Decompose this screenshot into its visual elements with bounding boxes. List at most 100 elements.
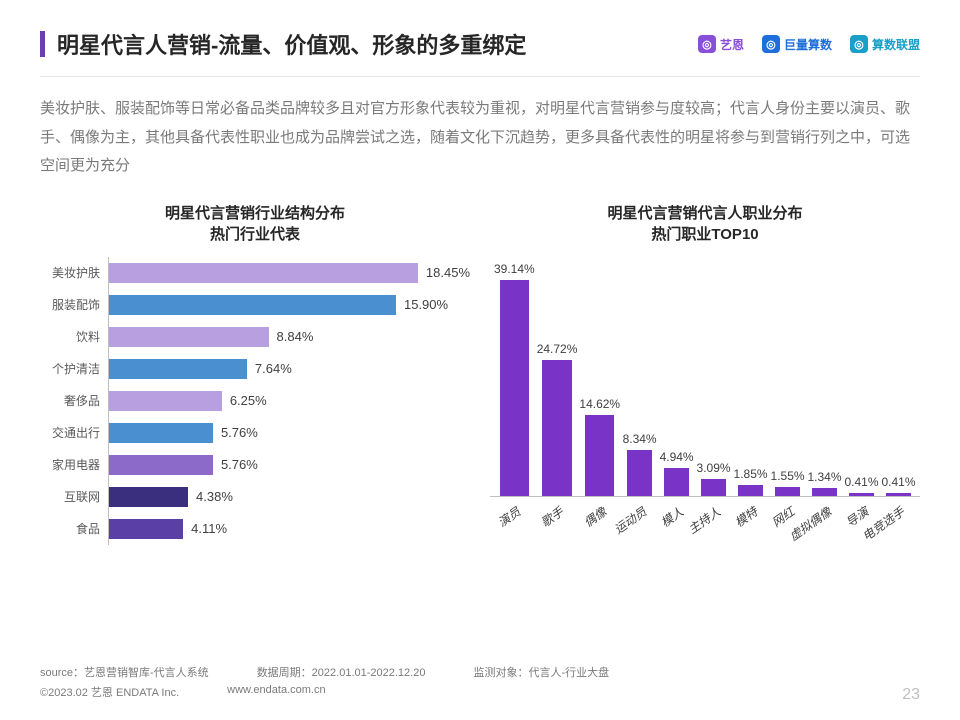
vbar-label: 模人 (657, 503, 686, 531)
hbar-row: 互联网4.38% (40, 481, 470, 513)
vbar-fill (849, 493, 874, 495)
hbar-fill (109, 487, 188, 507)
vbar-label: 主持人 (684, 503, 723, 538)
vbar-value: 1.55% (771, 469, 805, 483)
vbar-value: 3.09% (697, 461, 731, 475)
industry-chart: 明星代言营销行业结构分布 热门行业代表 美妆护肤 18.45% 服装配饰 15.90%… (40, 203, 470, 552)
footer-source: source：艺恩营销智库-代言人系统 (40, 664, 209, 680)
hbar-fill (109, 327, 269, 347)
hbar-row: 食品4.11% (40, 513, 470, 545)
chart-title-line1: 明星代言营销行业结构分布 (40, 203, 470, 224)
chart-title-line2: 热门职业TOP10 (490, 224, 920, 245)
vbar-value: 1.34% (808, 470, 842, 484)
hbar-track: 5.76% (108, 417, 470, 449)
brand-logo: ◎巨量算数 (762, 35, 832, 53)
hbar-fill (109, 295, 396, 315)
footer: source：艺恩营销智库-代言人系统 数据周期：2022.01.01-2022… (40, 664, 920, 704)
hbar-value: 8.84% (277, 329, 314, 344)
vbar-fill (738, 485, 763, 495)
vbar-value: 8.34% (623, 432, 657, 446)
hbar-label: 饮料 (40, 328, 108, 345)
vbar-label: 运动员 (610, 503, 649, 538)
hbar-row: 奢侈品 6.25% (40, 385, 470, 417)
hbar-label: 家用电器 (40, 456, 108, 473)
vbar-col: 1.34%虚拟偶像 (807, 257, 842, 496)
industry-chart-title: 明星代言营销行业结构分布 热门行业代表 (40, 203, 470, 245)
vbar-fill (627, 450, 652, 496)
vbar-col: 8.34%运动员 (622, 257, 657, 496)
logo-icon: ◎ (850, 35, 868, 53)
footer-copyright: ©2023.02 艺恩 ENDATA Inc. (40, 684, 179, 700)
hbar-track: 7.64% (108, 353, 470, 385)
hbar-label: 服装配饰 (40, 296, 108, 313)
vbar-col: 39.14%演员 (494, 257, 535, 496)
vbar-value: 39.14% (494, 262, 535, 276)
footer-period: 数据周期：2022.01.01-2022.12.20 (257, 664, 426, 680)
vbar-value: 24.72% (537, 342, 578, 356)
hbar-fill (109, 263, 418, 283)
hbar-fill (109, 455, 213, 475)
hbar-track: 18.45% (108, 257, 470, 289)
hbar-row: 美妆护肤 18.45% (40, 257, 470, 289)
hbar-value: 5.76% (221, 457, 258, 472)
horizontal-bar-chart: 美妆护肤 18.45% 服装配饰 15.90% 饮料 8.84% 个护清洁 7.64% 奢侈品 6… (40, 257, 470, 545)
hbar-value: 7.64% (255, 361, 292, 376)
hbar-row: 服装配饰 15.90% (40, 289, 470, 321)
page-title: 明星代言人营销-流量、价值观、形象的多重绑定 (57, 28, 526, 60)
vbar-fill (500, 280, 529, 495)
hbar-value: 6.25% (230, 393, 267, 408)
hbar-label: 交通出行 (40, 424, 108, 441)
logo-text: 算数联盟 (872, 36, 920, 53)
hbar-fill (109, 391, 222, 411)
occupation-chart: 明星代言营销代言人职业分布 热门职业TOP10 39.14%演员24.72%歌手… (490, 203, 920, 552)
occupation-chart-title: 明星代言营销代言人职业分布 热门职业TOP10 (490, 203, 920, 245)
chart-title-line2: 热门行业代表 (40, 224, 470, 245)
hbar-track: 6.25% (108, 385, 470, 417)
hbar-label: 互联网 (40, 488, 108, 505)
title-row: 明星代言人营销-流量、价值观、形象的多重绑定 ◎艺恩◎巨量算数◎算数联盟 (40, 28, 920, 60)
hbar-label: 食品 (40, 520, 108, 537)
logo-row: ◎艺恩◎巨量算数◎算数联盟 (698, 35, 920, 53)
divider (40, 76, 920, 77)
vbar-col: 4.94%模人 (659, 257, 694, 496)
description-text: 美妆护肤、服装配饰等日常必备品类品牌较多且对官方形象代表较为重视，对明星代言营销… (40, 95, 920, 181)
vbar-fill (886, 493, 911, 495)
hbar-fill (109, 359, 247, 379)
hbar-label: 奢侈品 (40, 392, 108, 409)
hbar-value: 18.45% (426, 265, 470, 280)
charts-container: 明星代言营销行业结构分布 热门行业代表 美妆护肤 18.45% 服装配饰 15.90%… (40, 203, 920, 552)
logo-text: 巨量算数 (784, 36, 832, 53)
hbar-row: 家用电器 5.76% (40, 449, 470, 481)
vbar-label: 偶像 (580, 503, 609, 531)
slide-container: 明星代言人营销-流量、价值观、形象的多重绑定 ◎艺恩◎巨量算数◎算数联盟 美妆护… (0, 0, 960, 552)
vbar-fill (812, 488, 837, 495)
vbar-value: 0.41% (881, 475, 915, 489)
vbar-label: 模特 (731, 503, 760, 531)
hbar-track: 4.38% (108, 481, 470, 513)
footer-target: 监测对象：代言人-行业大盘 (473, 664, 609, 680)
page-number: 23 (902, 686, 920, 704)
vbar-col: 14.62%偶像 (579, 257, 620, 496)
title-left: 明星代言人营销-流量、价值观、形象的多重绑定 (40, 28, 526, 60)
vbar-label: 歌手 (537, 503, 566, 531)
hbar-value: 15.90% (404, 297, 448, 312)
hbar-row: 交通出行5.76% (40, 417, 470, 449)
brand-logo: ◎算数联盟 (850, 35, 920, 53)
vbar-col: 3.09%主持人 (696, 257, 731, 496)
logo-icon: ◎ (698, 35, 716, 53)
hbar-label: 美妆护肤 (40, 264, 108, 281)
vbar-value: 14.62% (579, 397, 620, 411)
hbar-row: 个护清洁 7.64% (40, 353, 470, 385)
vbar-col: 1.55%网红 (770, 257, 805, 496)
hbar-track: 15.90% (108, 289, 470, 321)
hbar-fill (109, 423, 213, 443)
hbar-track: 5.76% (108, 449, 470, 481)
vbar-col: 1.85%模特 (733, 257, 768, 496)
hbar-fill (109, 519, 183, 539)
vbar-fill (664, 468, 689, 495)
vertical-bar-chart: 39.14%演员24.72%歌手14.62%偶像8.34%运动员4.94%模人3… (490, 257, 920, 552)
hbar-label: 个护清洁 (40, 360, 108, 377)
vbar-label: 演员 (495, 503, 524, 531)
vbar-value: 1.85% (734, 467, 768, 481)
logo-text: 艺恩 (720, 36, 744, 53)
